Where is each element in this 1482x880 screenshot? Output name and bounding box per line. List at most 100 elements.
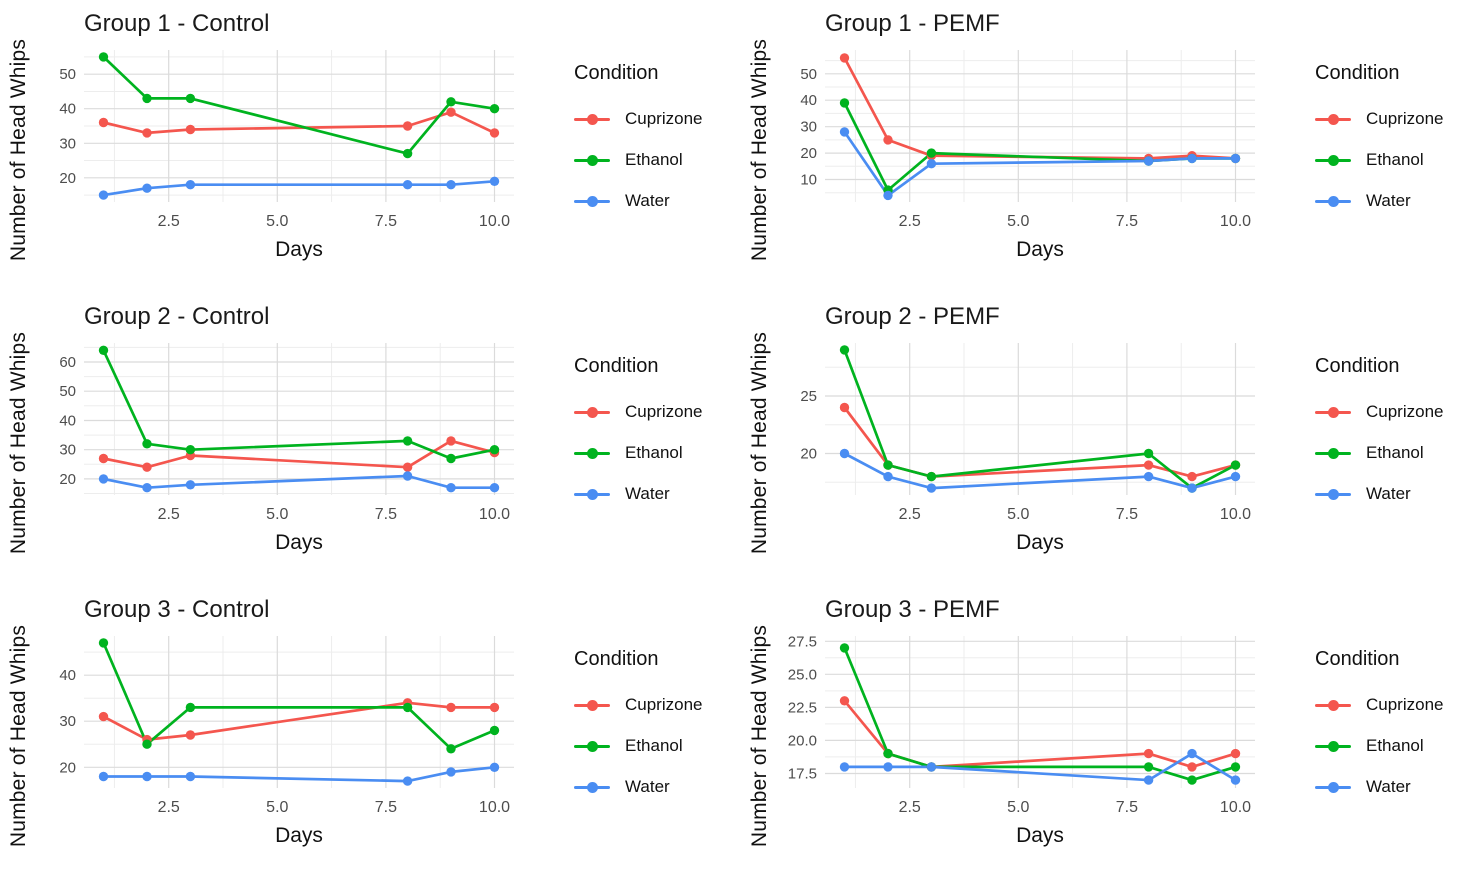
legend-title: Condition: [1315, 648, 1400, 670]
legend-key-cuprizone-icon: [574, 109, 610, 129]
legend-item-ethanol: Ethanol: [1315, 150, 1444, 170]
legend-label-ethanol: Ethanol: [1366, 736, 1424, 755]
legend-key-water-icon: [574, 484, 610, 504]
legend-item-water: Water: [1315, 191, 1444, 211]
chart-title-group1-control: Group 1 - Control: [84, 10, 270, 37]
svg-text:7.5: 7.5: [1116, 506, 1138, 523]
svg-text:5.0: 5.0: [1007, 506, 1029, 523]
legend-label-cuprizone: Cuprizone: [1366, 695, 1444, 714]
svg-text:2.5: 2.5: [158, 506, 180, 523]
x-axis-label: Days: [1016, 824, 1064, 847]
legend-key-water-icon: [574, 777, 610, 797]
svg-text:5.0: 5.0: [266, 506, 288, 523]
chart-title-group2-pemf: Group 2 - PEMF: [825, 303, 1000, 330]
legend-label-water: Water: [1366, 777, 1411, 796]
panel-group2-pemf: Number of Head Whips Group 2 - PEMF 20 25…: [741, 293, 1482, 586]
legend-label-water: Water: [625, 191, 670, 210]
svg-text:10.0: 10.0: [479, 213, 510, 230]
y-axis-label: Number of Head Whips: [7, 38, 31, 261]
plot-column: Group 2 - PEMF 20 25 2.5 5.0 7.5 10.0 Days: [779, 299, 1265, 586]
svg-text:22.5: 22.5: [788, 699, 817, 716]
legend-key-ethanol-icon: [574, 443, 610, 463]
chart-title-group2-control: Group 2 - Control: [84, 303, 270, 330]
plot-column: Group 3 - PEMF 17.5 20.0 22.5 25.0 27.5 2.5 5.…: [779, 592, 1265, 879]
legend-item-cuprizone: Cuprizone: [574, 695, 703, 715]
x-axis-label: Days: [275, 531, 323, 554]
x-axis-label: Days: [1016, 531, 1064, 554]
chart-title-group3-control: Group 3 - Control: [84, 596, 270, 623]
line-chart-group3-pemf: 17.5 20.0 22.5 25.0 27.5 2.5 5.0 7.5 10.0: [788, 633, 1255, 816]
legend-label-water: Water: [625, 777, 670, 796]
legend-label-cuprizone: Cuprizone: [625, 695, 703, 714]
legend: Condition Cuprizone Ethanol Water: [574, 299, 703, 586]
y-axis-label: Number of Head Whips: [748, 38, 772, 261]
y-axis-label-wrap: Number of Head Whips: [741, 6, 779, 293]
legend-label-cuprizone: Cuprizone: [625, 109, 703, 128]
legend-title: Condition: [574, 62, 659, 84]
legend-item-ethanol: Ethanol: [574, 736, 703, 756]
legend-key-cuprizone-icon: [1315, 109, 1351, 129]
svg-text:40: 40: [59, 413, 76, 430]
svg-text:50: 50: [59, 66, 76, 83]
line-chart-group1-control: 20 30 40 50 2.5 5.0 7.5 10.0: [59, 50, 514, 230]
svg-text:2.5: 2.5: [899, 213, 921, 230]
legend-item-ethanol: Ethanol: [574, 443, 703, 463]
legend-label-water: Water: [1366, 484, 1411, 503]
svg-text:10.0: 10.0: [479, 799, 510, 816]
y-axis-label: Number of Head Whips: [7, 331, 31, 554]
legend-label-cuprizone: Cuprizone: [625, 402, 703, 421]
svg-text:10: 10: [800, 172, 817, 189]
legend-item-water: Water: [1315, 484, 1444, 504]
svg-text:7.5: 7.5: [375, 213, 397, 230]
plot-column: Group 3 - Control 20 30 40 2.5 5.0 7.5 10.0 Da…: [38, 592, 524, 879]
svg-text:5.0: 5.0: [266, 213, 288, 230]
svg-text:10.0: 10.0: [1220, 506, 1251, 523]
legend: Condition Cuprizone Ethanol Water: [1315, 592, 1444, 879]
legend-title: Condition: [574, 648, 659, 670]
legend-key-ethanol-icon: [574, 150, 610, 170]
legend-key-water-icon: [1315, 191, 1351, 211]
legend-key-cuprizone-icon: [574, 695, 610, 715]
y-axis-label: Number of Head Whips: [748, 624, 772, 847]
y-axis-label-wrap: Number of Head Whips: [0, 299, 38, 586]
legend-key-water-icon: [574, 191, 610, 211]
legend-key-cuprizone-icon: [1315, 695, 1351, 715]
svg-text:20.0: 20.0: [788, 732, 817, 749]
svg-text:20: 20: [800, 446, 817, 463]
svg-text:30: 30: [59, 135, 76, 152]
svg-text:20: 20: [59, 471, 76, 488]
line-chart-group2-control: 20 30 40 50 60 2.5 5.0 7.5 10.0: [59, 343, 514, 523]
svg-text:50: 50: [800, 66, 817, 83]
y-axis-label-wrap: Number of Head Whips: [0, 6, 38, 293]
panel-group1-control: Number of Head Whips Group 1 - Control 2…: [0, 0, 741, 293]
svg-text:20: 20: [59, 170, 76, 187]
chart-title-group3-pemf: Group 3 - PEMF: [825, 596, 1000, 623]
x-axis-label: Days: [275, 824, 323, 847]
x-axis-label: Days: [1016, 238, 1064, 261]
legend-label-water: Water: [625, 484, 670, 503]
svg-text:2.5: 2.5: [899, 506, 921, 523]
legend-key-ethanol-icon: [1315, 736, 1351, 756]
legend: Condition Cuprizone Ethanol Water: [1315, 299, 1444, 586]
y-axis-label: Number of Head Whips: [7, 624, 31, 847]
y-axis-label-wrap: Number of Head Whips: [741, 299, 779, 586]
legend-label-cuprizone: Cuprizone: [1366, 402, 1444, 421]
svg-text:7.5: 7.5: [1116, 799, 1138, 816]
legend-label-ethanol: Ethanol: [625, 736, 683, 755]
svg-text:10.0: 10.0: [1220, 799, 1251, 816]
legend-item-ethanol: Ethanol: [574, 150, 703, 170]
panel-group3-control: Number of Head Whips Group 3 - Control 2…: [0, 586, 741, 879]
svg-text:17.5: 17.5: [788, 766, 817, 783]
legend: Condition Cuprizone Ethanol Water: [574, 592, 703, 879]
legend-title: Condition: [574, 355, 659, 377]
panel-group1-pemf: Number of Head Whips Group 1 - PEMF 10 20…: [741, 0, 1482, 293]
y-axis-label: Number of Head Whips: [748, 331, 772, 554]
panel-group3-pemf: Number of Head Whips Group 3 - PEMF 17.5…: [741, 586, 1482, 879]
svg-text:27.5: 27.5: [788, 633, 817, 650]
svg-text:20: 20: [59, 759, 76, 776]
svg-text:7.5: 7.5: [375, 799, 397, 816]
legend-item-cuprizone: Cuprizone: [1315, 695, 1444, 715]
legend-title: Condition: [1315, 355, 1400, 377]
legend-title: Condition: [1315, 62, 1400, 84]
legend-key-cuprizone-icon: [1315, 402, 1351, 422]
